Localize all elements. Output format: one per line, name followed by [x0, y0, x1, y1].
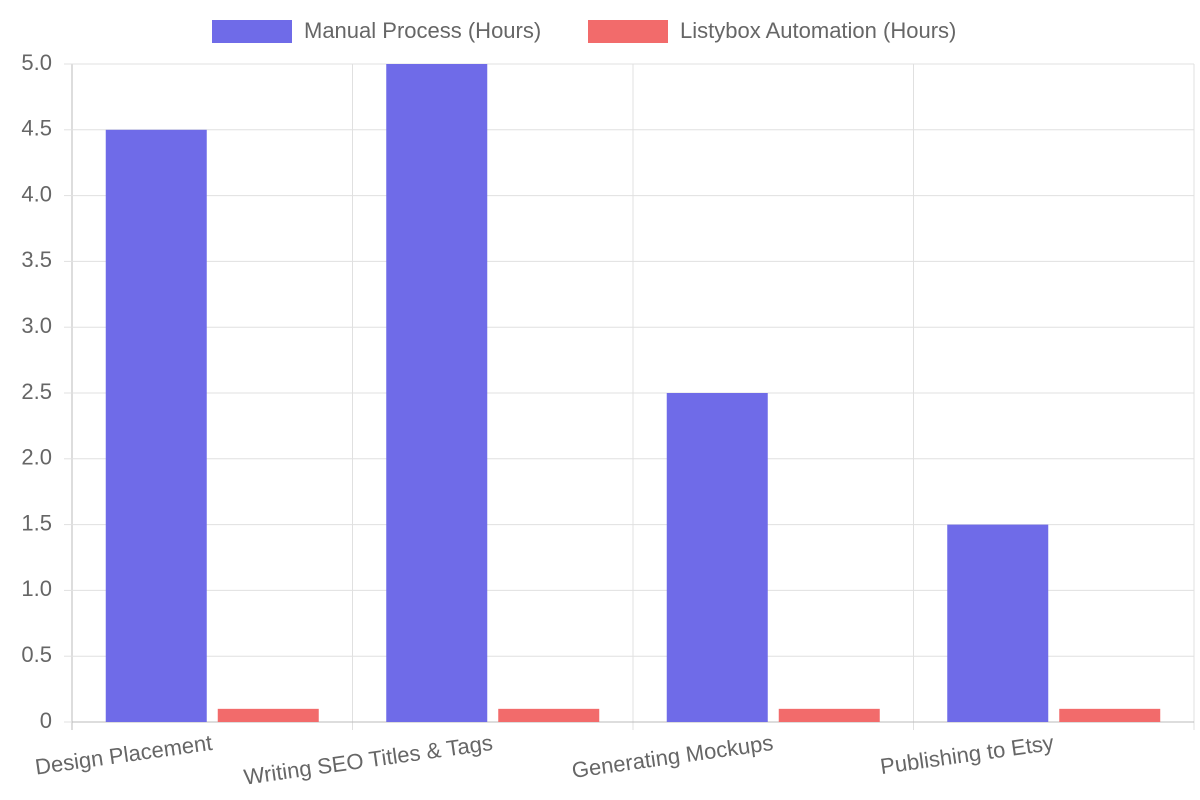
bar: [386, 64, 488, 722]
y-tick-label: 4.0: [21, 181, 52, 206]
bar: [947, 524, 1049, 722]
y-tick-label: 2.0: [21, 445, 52, 470]
x-tick-label: Generating Mockups: [570, 730, 775, 783]
y-tick-label: 5.0: [21, 50, 52, 75]
y-tick-label: 1.0: [21, 576, 52, 601]
legend-swatch: [588, 20, 668, 43]
bar: [105, 129, 207, 723]
bar: [666, 393, 768, 722]
y-tick-label: 2.5: [21, 379, 52, 404]
legend-label: Manual Process (Hours): [304, 18, 541, 43]
legend-label: Listybox Automation (Hours): [680, 18, 956, 43]
bar: [217, 708, 319, 722]
y-tick-label: 0: [40, 708, 52, 733]
y-tick-label: 3.0: [21, 313, 52, 338]
y-tick-label: 0.5: [21, 642, 52, 667]
y-tick-label: 3.5: [21, 247, 52, 272]
y-tick-label: 1.5: [21, 510, 52, 535]
bar: [498, 708, 600, 722]
bar: [1059, 708, 1161, 722]
legend-swatch: [212, 20, 292, 43]
x-tick-label: Publishing to Etsy: [879, 730, 1056, 779]
y-tick-label: 4.5: [21, 116, 52, 141]
x-tick-label: Writing SEO Titles & Tags: [242, 730, 494, 790]
x-tick-label: Design Placement: [33, 730, 213, 780]
bar: [778, 708, 880, 722]
